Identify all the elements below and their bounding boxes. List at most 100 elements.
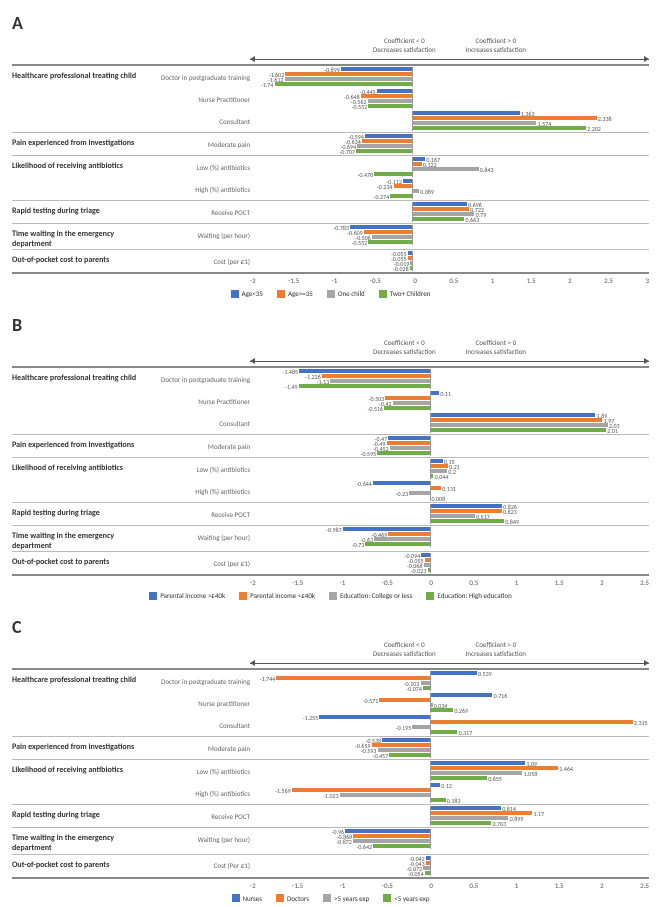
legend-swatch [426,592,434,600]
legend-label: >5 years exp [334,894,369,903]
bar [430,486,441,490]
bar [423,686,429,690]
legend-swatch [277,290,285,298]
bar [430,821,492,825]
bar [275,82,412,86]
category-label: Time waiting in the emergency department [12,526,144,551]
attribute-label: Waiting (per hour) [144,835,254,844]
attribute-row: Moderate pain-0.594-0.634-0.694-0.707 [144,133,649,155]
attribute-row: Moderate pain-0.47-0.49-0.452-0.595 [144,435,649,457]
attribute-label: High (%) antibiotics [144,487,254,496]
bar [430,514,475,518]
bar [412,217,464,221]
value-label: 0.849 [505,518,519,526]
coefficient-header: Coefficient < 0Decreases satisfactionCoe… [250,338,649,356]
attribute-row: Waiting (per hour)-0.96-0.868-0.872-0.64… [144,828,649,850]
attribute-label: Waiting (per hour) [144,231,254,240]
bar [299,384,430,388]
bar [285,77,412,81]
bar [388,532,429,536]
legend-item: Age<35 [231,289,263,298]
bar [430,771,523,775]
bar [430,413,596,417]
value-label: 0.317 [459,729,473,737]
attribute-row: Doctor in postgraduate training-0.899-1.… [144,66,649,88]
bar [430,693,493,697]
value-label: -1.744 [260,675,276,683]
bar [430,418,603,422]
attribute-row: Receive POCT0.8260.8230.5170.849 [144,503,649,525]
category-label: Out-of-pocket cost to parents [12,250,144,266]
value-label: 1.464 [559,765,573,773]
legend-swatch [239,592,247,600]
legend-item: Education: College or less [329,591,412,600]
bar [379,698,429,702]
bar [430,509,502,513]
bar [412,207,469,211]
category-label: Time waiting in the emergency department [12,224,144,249]
bar [412,167,479,171]
panel-letter: A [12,12,649,34]
value-label: -0.516 [368,405,384,413]
legend-label: Nurses [243,894,262,903]
bar [412,725,429,729]
legend-label: Education: High education [437,591,511,600]
bar [285,72,412,76]
attribute-label: Low (%) antibiotics [144,163,254,172]
bar [403,179,412,183]
bar [430,464,448,468]
attribute-label: Consultant [144,117,254,126]
category: Healthcare professional treating childDo… [12,64,649,132]
legend-item: Parental income >£40k [149,591,225,600]
value-label: -0.707 [339,148,355,156]
category: Time waiting in the emergency department… [12,223,649,249]
attribute-label: Nurse Practitioner [144,397,254,406]
legend-item: Doctors [276,894,309,903]
legend-swatch [231,290,239,298]
legend-item: Age>=35 [277,289,313,298]
attribute-label: Moderate pain [144,140,254,149]
attribute-label: High (%) antibiotics [144,789,254,798]
value-label: -0.987 [326,526,342,534]
attribute-label: Doctor in postgraduate training [144,677,254,686]
bar [412,116,597,120]
bar [430,519,505,523]
bar [340,793,430,797]
category-label: Rapid testing during triage [12,805,144,821]
value-label: -0.054 [408,870,424,878]
bar [385,396,429,400]
bar [412,162,422,166]
legend-label: Age>=35 [288,289,313,298]
value-label: -0.595 [361,450,377,458]
chart: Healthcare professional treating childDo… [12,366,649,576]
attribute-label: Nurse practitioner [144,699,254,708]
bar [319,715,429,719]
value-label: -0.023 [411,567,427,575]
bar [430,459,443,463]
category-label: Healthcare professional treating child [12,670,144,686]
attribute-row: Nurse practitioner0.716-0.5710.0340.269 [144,692,649,714]
category: Likelihood of receiving antibioticsLow (… [12,759,649,804]
attribute-row: Low (%) antibiotics0.150.210.20.044 [144,458,649,480]
chart: Healthcare professional treating childDo… [12,64,649,274]
category-label: Likelihood of receiving antibiotics [12,156,144,172]
bar [430,798,446,802]
legend: Age<35Age>=35One childTwo+ Children [12,289,649,298]
attribute-row: Waiting (per hour)-0.783-0.609-0.506-0.5… [144,224,649,246]
legend-item: One child [327,289,365,298]
bar [430,504,503,508]
bar [430,783,441,787]
category: Pain experienced from investigationsMode… [12,132,649,155]
bar [357,144,412,148]
attribute-label: Moderate pain [144,442,254,451]
category-label: Pain experienced from investigations [12,737,144,753]
value-label: -0.552 [352,239,368,247]
category: Out-of-pocket cost to parentsCost (per £… [12,249,649,274]
category-label: Healthcare professional treating child [12,368,144,384]
legend: NursesDoctors>5 years exp<5 years exp [12,894,649,903]
bar [430,428,606,432]
value-label: 0.663 [466,216,480,224]
category-label: Pain experienced from investigations [12,435,144,451]
legend-label: Age<35 [242,289,263,298]
value-label: -0.552 [352,103,368,111]
